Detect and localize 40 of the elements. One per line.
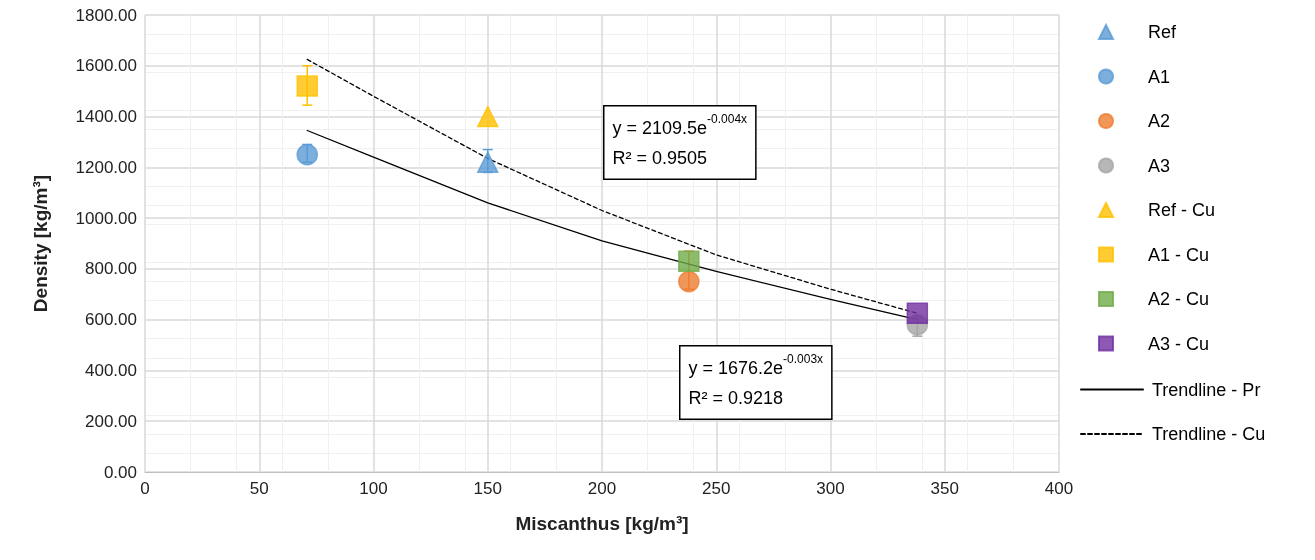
x-tick-label: 150	[473, 479, 502, 498]
y-tick-label: 1200.00	[75, 157, 137, 177]
legend-label: A2 - Cu	[1148, 289, 1210, 309]
x-tick-label: 50	[249, 479, 269, 498]
point	[296, 75, 318, 97]
y-tick-label: 1600.00	[75, 56, 137, 76]
annotation: R² = 0.9218	[688, 387, 784, 408]
legend-label: A1	[1148, 66, 1171, 87]
y-tick-label: 1000.00	[75, 208, 137, 228]
x-tick-label: 350	[930, 479, 959, 498]
x-tick-label: 0	[140, 479, 150, 498]
x-tick-label: 100	[359, 479, 388, 498]
y-tick-label: 800.00	[85, 259, 137, 279]
y-tick-label: 1400.00	[75, 107, 137, 127]
point	[678, 270, 700, 293]
x-axis-title: Miscanthus [kg/m³]	[515, 513, 689, 534]
legend-label: A3	[1148, 155, 1171, 176]
point	[477, 151, 499, 174]
legend-label: Trendline - Cu	[1152, 424, 1266, 445]
x-tick-label: 400	[1044, 479, 1074, 498]
y-tick-label: 0.00	[103, 462, 137, 482]
point	[296, 143, 318, 166]
legend-label: A1 - Cu	[1148, 244, 1210, 265]
y-tick-label: 1800.00	[75, 5, 137, 25]
point	[906, 302, 929, 325]
legend-label: Ref	[1148, 22, 1178, 42]
annotation: R² = 0.9505	[612, 147, 708, 168]
legend-label: A2	[1148, 111, 1171, 131]
legend-label: Trendline - Pr	[1152, 379, 1261, 400]
x-tick-label: 250	[702, 479, 731, 498]
point	[678, 250, 700, 273]
y-axis-title: Density [kg/m³]	[30, 174, 51, 313]
y-tick-label: 400.00	[85, 360, 137, 380]
y-tick-label: 200.00	[85, 411, 137, 431]
point	[477, 105, 499, 128]
y-tick-label: 600.00	[85, 310, 137, 330]
x-tick-label: 200	[587, 479, 617, 498]
legend-label: Ref - Cu	[1148, 200, 1216, 220]
x-tick-label: 300	[816, 479, 845, 498]
legend-label: A3 - Cu	[1148, 333, 1210, 354]
